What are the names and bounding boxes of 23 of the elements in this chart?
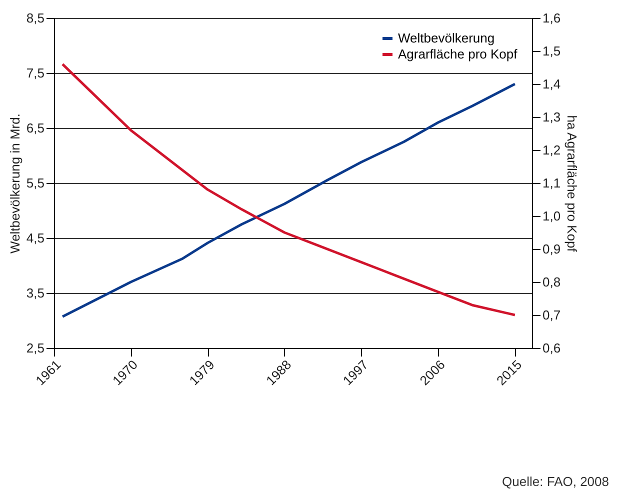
y2-tick-label: 1,0 — [542, 208, 561, 224]
y2-axis-title: ha Agrarfläche pro Kopf — [564, 115, 580, 252]
y-tick-label: 3,5 — [26, 286, 44, 300]
y-tick-label: 7,5 — [26, 66, 44, 80]
legend-label: Agrarfläche pro Kopf — [398, 46, 518, 62]
y2-tick-label: 1,5 — [542, 44, 561, 58]
y-tick-label: 2,5 — [26, 340, 44, 356]
y2-tick-label: 0,9 — [542, 242, 561, 256]
legend-label: Weltbevölkerung — [398, 30, 495, 46]
y2-tick-label: 1,4 — [542, 76, 561, 92]
y-tick-label: 6,5 — [26, 120, 44, 136]
y2-tick-label: 1,6 — [542, 10, 561, 26]
y2-tick-label: 1,1 — [542, 176, 561, 190]
y2-tick-label: 0,8 — [542, 274, 561, 290]
y2-tick-label: 0,6 — [542, 340, 561, 356]
y2-tick-label: 1,3 — [542, 110, 561, 124]
y-tick-label: 5,5 — [26, 176, 44, 190]
y-tick-label: 8,5 — [26, 10, 44, 26]
y-tick-label: 4,5 — [26, 230, 44, 246]
y2-tick-label: 1,2 — [542, 142, 561, 158]
y2-tick-label: 0,7 — [542, 308, 561, 322]
source-note: Quelle: FAO, 2008 — [502, 474, 609, 489]
y-axis-title: Weltbevölkerung in Mrd. — [7, 114, 22, 254]
